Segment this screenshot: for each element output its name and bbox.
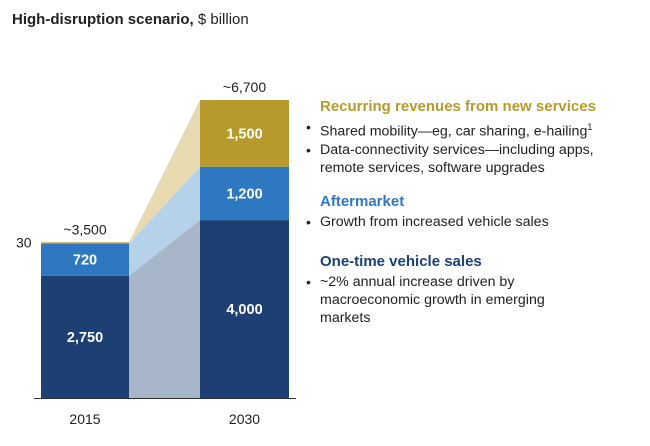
data-label: 720 — [73, 253, 97, 269]
chart-title-bold: High-disruption scenario, — [12, 11, 194, 28]
x-tick-label: 2030 — [229, 411, 260, 427]
legend-bullet-shared-mobility: Shared mobility—eg, car sharing, e-haili… — [306, 118, 646, 141]
footnote-marker: 1 — [587, 122, 593, 132]
connector-band — [129, 166, 200, 276]
bullet-text: Growth from increased vehicle sales — [320, 214, 549, 230]
total-label: ~3,500 — [63, 221, 106, 237]
legend-bullet-data-connectivity: Data-connectivity services—including app… — [306, 141, 630, 177]
legend-heading-recurring: Recurring revenues from new services — [320, 98, 596, 115]
bar-segment — [41, 275, 129, 398]
bar-segment — [200, 220, 289, 398]
data-label: 4,000 — [226, 302, 262, 318]
bar-segment — [200, 100, 289, 167]
bar-segment — [41, 242, 129, 244]
bullet-text: Data-connectivity services—including app… — [320, 141, 594, 176]
legend-heading-aftermarket: Aftermarket — [320, 193, 405, 210]
legend-aftermarket: Aftermarket Growth from increased vehicl… — [306, 193, 646, 231]
legend-heading-one-time: One-time vehicle sales — [320, 253, 482, 270]
data-label: 2,750 — [67, 330, 103, 346]
chart-title-unit: $ billion — [193, 11, 249, 28]
bullet-text: Shared mobility—eg, car sharing, e-haili… — [320, 123, 588, 140]
chart-title: High-disruption scenario, $ billion — [12, 11, 249, 28]
connector-band — [129, 220, 200, 398]
x-tick-label: 2015 — [69, 411, 100, 427]
bar-segment — [41, 243, 129, 276]
data-label: 30 — [16, 234, 32, 250]
legend-bullet-aftermarket: Growth from increased vehicle sales — [306, 213, 646, 231]
total-label: ~6,700 — [223, 79, 266, 95]
data-label: 1,500 — [226, 126, 262, 142]
connector-band — [129, 100, 200, 244]
legend-recurring: Recurring revenues from new services Sha… — [306, 98, 646, 177]
legend-bullet-one-time: ~2% annual increase driven by macroecono… — [306, 273, 550, 327]
bar-segment — [200, 166, 289, 221]
bullet-text: ~2% annual increase driven by macroecono… — [320, 274, 545, 326]
data-label: 1,200 — [226, 186, 262, 202]
legend-one-time: One-time vehicle sales ~2% annual increa… — [306, 253, 646, 327]
